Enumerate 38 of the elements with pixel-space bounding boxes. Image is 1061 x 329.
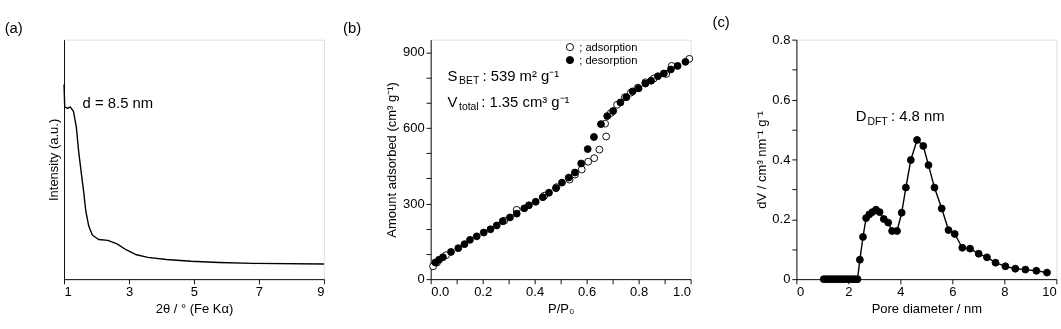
x-tick-label: 2 xyxy=(845,284,853,300)
x-axis-title: Pore diameter / nm xyxy=(871,301,983,317)
y-tick-label: 0.8 xyxy=(772,31,791,47)
x-tick-label: 3 xyxy=(125,284,134,300)
x-tick-label: 7 xyxy=(255,284,264,300)
x-tick-label: 9 xyxy=(317,284,325,300)
x-tick-label: 10 xyxy=(1042,284,1057,300)
y-tick-label: 0 xyxy=(783,271,791,287)
legend-label: ; adsorption xyxy=(579,40,638,53)
x-tick-label: 1 xyxy=(64,284,72,300)
x-tick-label: 0.0 xyxy=(431,284,450,300)
y-axis-title: Intensity (a.u.) xyxy=(46,118,62,202)
x-tick-label: 0.4 xyxy=(526,284,545,300)
y-tick-label: 600 xyxy=(403,120,425,136)
chart-title: (c) xyxy=(712,13,730,30)
chart-title: (b) xyxy=(343,20,362,37)
chart-title: (a) xyxy=(4,20,23,37)
x-tick-label: 5 xyxy=(190,284,199,300)
x-tick-label: 0.8 xyxy=(630,284,649,300)
x-tick-label: 0.2 xyxy=(474,284,493,300)
legend-label: ; desorption xyxy=(579,53,638,66)
x-tick-label: 1.0 xyxy=(673,284,692,300)
x-axis-title: 2θ / ° (Fe Kα) xyxy=(155,301,234,317)
x-tick-label: 0 xyxy=(796,284,805,300)
x-tick-label: 0.6 xyxy=(578,284,597,300)
x-tick-label: 8 xyxy=(1001,284,1009,300)
y-axis-title: Amount adsorbed (cm³ g⁻¹) xyxy=(384,82,400,238)
y-axis-title: dV / cm³ nm⁻¹ g⁻¹ xyxy=(753,110,769,209)
y-tick-label: 0 xyxy=(417,271,425,287)
y-tick-label: 0.4 xyxy=(772,151,791,167)
annotation: d = 8.5 nm xyxy=(82,95,154,112)
x-tick-label: 6 xyxy=(949,284,957,300)
x-axis-title: P/P₀ xyxy=(547,301,575,317)
x-tick-label: 4 xyxy=(897,284,905,300)
y-tick-label: 300 xyxy=(403,195,425,211)
y-tick-label: 0.6 xyxy=(772,91,791,107)
y-tick-label: 0.2 xyxy=(772,211,791,227)
y-tick-label: 900 xyxy=(403,44,425,60)
